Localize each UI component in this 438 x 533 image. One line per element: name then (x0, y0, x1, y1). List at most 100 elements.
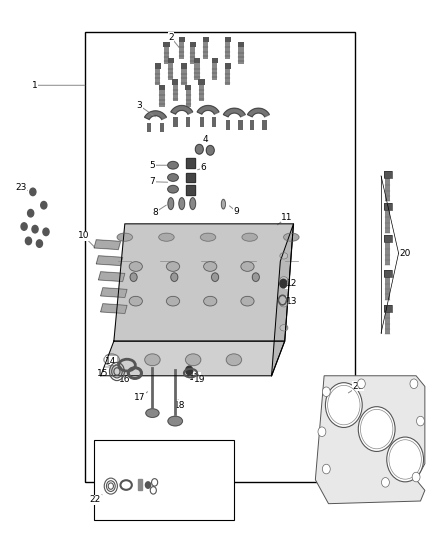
Polygon shape (315, 376, 425, 504)
Ellipse shape (104, 354, 119, 366)
Circle shape (36, 240, 42, 247)
Polygon shape (114, 224, 293, 341)
Polygon shape (101, 341, 285, 376)
Circle shape (322, 464, 330, 474)
Bar (159, 85, 165, 90)
Text: 20: 20 (399, 249, 411, 257)
Circle shape (25, 237, 32, 245)
Circle shape (41, 201, 47, 209)
Circle shape (171, 273, 178, 281)
Bar (212, 117, 216, 127)
Bar (186, 117, 190, 127)
Text: 3: 3 (136, 101, 142, 110)
Ellipse shape (241, 262, 254, 271)
Bar (190, 42, 196, 47)
Bar (384, 203, 392, 211)
Text: 15: 15 (97, 369, 109, 377)
Bar (385, 271, 390, 300)
Bar (385, 305, 390, 335)
Bar (225, 42, 230, 59)
Bar (262, 120, 267, 130)
Bar (194, 58, 200, 63)
Bar (168, 63, 173, 80)
Circle shape (417, 416, 424, 426)
Circle shape (21, 223, 27, 230)
Bar (200, 117, 204, 127)
Ellipse shape (241, 296, 254, 306)
Text: 12: 12 (286, 279, 297, 288)
Bar (186, 158, 195, 168)
Bar (384, 270, 392, 277)
Bar (181, 63, 187, 69)
Bar (147, 123, 152, 132)
Text: 6: 6 (201, 164, 207, 172)
Bar (384, 236, 392, 242)
Bar (385, 204, 390, 233)
Circle shape (130, 273, 137, 281)
Bar (225, 37, 231, 42)
Ellipse shape (226, 354, 242, 366)
Polygon shape (96, 256, 123, 265)
Bar (181, 68, 187, 85)
Bar (384, 304, 392, 311)
Circle shape (325, 383, 362, 427)
Ellipse shape (280, 325, 288, 331)
Ellipse shape (190, 198, 195, 209)
Bar (186, 90, 191, 107)
Circle shape (280, 279, 287, 288)
Circle shape (252, 273, 259, 281)
Bar (238, 42, 244, 47)
Bar (250, 120, 254, 130)
Ellipse shape (129, 262, 142, 271)
Bar (225, 68, 230, 85)
Text: 7: 7 (149, 177, 155, 186)
Circle shape (32, 225, 38, 233)
Bar (85, 32, 355, 482)
Bar (94, 440, 234, 520)
Circle shape (206, 146, 214, 155)
Bar (225, 63, 231, 69)
Circle shape (28, 209, 34, 217)
Text: 18: 18 (174, 401, 185, 409)
Text: 14: 14 (105, 357, 116, 366)
Bar (384, 270, 392, 277)
Bar (159, 123, 164, 132)
Bar (164, 47, 169, 64)
Ellipse shape (280, 253, 288, 259)
Ellipse shape (168, 161, 178, 169)
Polygon shape (145, 111, 166, 119)
Bar (238, 47, 244, 64)
Bar (186, 173, 195, 182)
Bar (155, 68, 160, 85)
Ellipse shape (280, 301, 288, 307)
Ellipse shape (166, 296, 180, 306)
Bar (186, 185, 195, 195)
Bar (212, 58, 218, 63)
Bar (173, 117, 178, 127)
Ellipse shape (221, 199, 225, 209)
Ellipse shape (166, 262, 180, 271)
Ellipse shape (242, 233, 258, 241)
Bar (385, 172, 390, 201)
Bar (179, 37, 185, 42)
Circle shape (358, 407, 395, 451)
Ellipse shape (129, 296, 142, 306)
Text: 10: 10 (78, 231, 89, 240)
Bar (168, 58, 174, 63)
Bar (179, 42, 184, 59)
Circle shape (412, 472, 420, 482)
Bar (384, 304, 392, 311)
Circle shape (322, 387, 330, 397)
Ellipse shape (200, 233, 215, 241)
Ellipse shape (204, 296, 217, 306)
Bar (186, 158, 195, 168)
Bar (384, 203, 392, 211)
Text: 11: 11 (281, 213, 293, 222)
Text: 23: 23 (15, 183, 27, 192)
Ellipse shape (145, 354, 160, 366)
Bar (385, 236, 390, 265)
Circle shape (30, 188, 36, 196)
Circle shape (280, 297, 285, 303)
Text: 17: 17 (134, 393, 146, 401)
Ellipse shape (280, 277, 288, 283)
